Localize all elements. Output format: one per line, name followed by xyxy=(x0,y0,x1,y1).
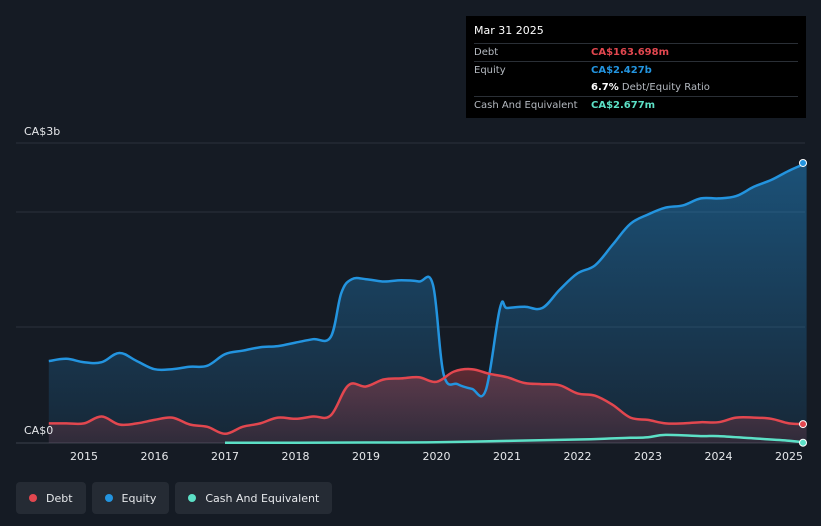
series-end-markers xyxy=(799,158,807,447)
x-tick-label-2023: 2023 xyxy=(634,450,662,463)
x-axis-ticks: 2015 2016 2017 2018 2019 2020 2021 2022 2023 2024… xyxy=(70,450,803,463)
debt-line xyxy=(48,367,807,436)
tooltip-debt-value: CA$163.698m xyxy=(591,47,670,58)
cash-dot-icon xyxy=(188,494,197,502)
y-axis-zero-label: CA$0 xyxy=(24,424,54,437)
legend-equity-label: Equity xyxy=(121,491,157,505)
legend-cash-label: Cash And Equivalent xyxy=(205,491,320,505)
x-tick-label-2016: 2016 xyxy=(141,450,169,463)
tooltip-ratio-label: Debt/Equity Ratio xyxy=(621,82,710,93)
tooltip-debt-label: Debt xyxy=(474,47,499,58)
tooltip-cash-row: Cash And Equivalent CA$2.677m xyxy=(474,96,798,114)
legend-cash-toggle[interactable]: Cash And Equivalent xyxy=(175,482,333,514)
equity-line xyxy=(48,161,808,398)
y-axis-top-label: CA$3b xyxy=(24,125,61,138)
cash-end-marker xyxy=(799,438,807,447)
equity-dot-icon xyxy=(104,494,113,502)
tooltip-ratio: 6.7% Debt/Equity Ratio xyxy=(591,82,710,93)
x-tick-label-2018: 2018 xyxy=(282,450,310,463)
equity-area xyxy=(48,163,807,443)
x-tick-label-2020: 2020 xyxy=(423,450,451,463)
debt-dot-icon xyxy=(29,494,37,502)
tooltip-date: Mar 31 2025 xyxy=(474,24,544,37)
tooltip-cash-label: Cash And Equivalent xyxy=(474,100,578,111)
debt-end-marker xyxy=(799,420,807,429)
x-tick-label-2024: 2024 xyxy=(705,450,733,463)
legend-equity-toggle[interactable]: Equity xyxy=(91,482,170,514)
x-tick-label-2017: 2017 xyxy=(211,450,239,463)
x-tick-label-2015: 2015 xyxy=(70,450,98,463)
legend-debt-label: Debt xyxy=(46,491,73,505)
x-tick-label-2025: 2025 xyxy=(775,450,803,463)
chart-legend: Debt Equity Cash And Equivalent xyxy=(16,482,333,514)
tooltip-ratio-value: 6.7% xyxy=(591,82,619,93)
x-tick-label-2022: 2022 xyxy=(564,450,592,463)
tooltip-debt-row: Debt CA$163.698m xyxy=(474,43,798,61)
x-tick-label-2021: 2021 xyxy=(493,450,521,463)
tooltip-ratio-row: 6.7% Debt/Equity Ratio xyxy=(474,79,798,96)
x-tick-label-2019: 2019 xyxy=(352,450,380,463)
cash-line xyxy=(224,433,807,445)
data-tooltip: Mar 31 2025 Debt CA$163.698m Equity CA$2… xyxy=(466,16,806,118)
tooltip-equity-row: Equity CA$2.427b xyxy=(474,61,798,79)
debt-area xyxy=(48,369,807,443)
series-lines xyxy=(48,161,808,445)
tooltip-equity-label: Equity xyxy=(474,65,506,76)
legend-debt-toggle[interactable]: Debt xyxy=(16,482,86,514)
tooltip-cash-value: CA$2.677m xyxy=(591,100,656,111)
equity-end-marker xyxy=(799,158,807,167)
tooltip-equity-value: CA$2.427b xyxy=(591,65,652,76)
series-areas xyxy=(48,163,807,443)
